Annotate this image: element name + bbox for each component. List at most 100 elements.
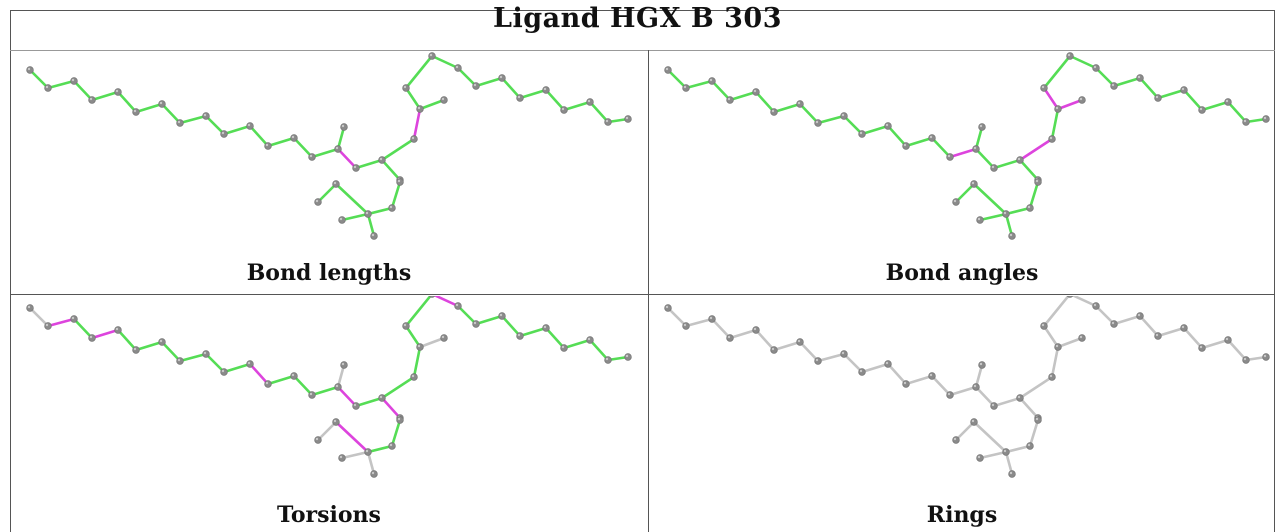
atom-highlight xyxy=(543,87,547,91)
atom-highlight xyxy=(903,381,907,385)
atom xyxy=(314,198,322,206)
bond xyxy=(974,147,996,170)
atom-highlight xyxy=(1035,179,1039,183)
atom xyxy=(560,344,568,352)
atom xyxy=(410,373,418,381)
atom xyxy=(378,156,386,164)
atom xyxy=(708,315,716,323)
atom-highlight xyxy=(1155,95,1159,99)
atom xyxy=(26,304,34,312)
atom xyxy=(114,88,122,96)
bond xyxy=(816,352,846,363)
atom xyxy=(1026,204,1034,212)
atom-highlight xyxy=(341,124,345,128)
atom xyxy=(308,391,316,399)
atom-highlight xyxy=(979,362,983,366)
atom xyxy=(1224,98,1232,106)
atom-highlight xyxy=(709,316,713,320)
bond xyxy=(292,136,314,159)
bond xyxy=(266,136,296,148)
atom-highlight xyxy=(133,109,137,113)
atom xyxy=(1136,312,1144,320)
atom xyxy=(114,326,122,334)
atom xyxy=(334,383,342,391)
atom-highlight xyxy=(333,181,337,185)
bond xyxy=(380,158,402,182)
atom xyxy=(416,105,424,113)
bond xyxy=(340,212,370,222)
atom xyxy=(1078,334,1086,342)
bond xyxy=(178,352,208,363)
bond xyxy=(1050,345,1060,379)
atom-highlight xyxy=(1243,357,1247,361)
atom xyxy=(624,115,632,123)
atom-highlight xyxy=(247,361,251,365)
bond xyxy=(500,314,522,338)
atom xyxy=(604,118,612,126)
atom-highlight xyxy=(977,455,981,459)
atom xyxy=(378,394,386,402)
atom-highlight xyxy=(1093,303,1097,307)
bond xyxy=(116,90,138,114)
bond xyxy=(518,326,548,338)
atom-highlight xyxy=(221,131,225,135)
atom-highlight xyxy=(379,157,383,161)
atom-highlight xyxy=(1263,116,1267,120)
atom xyxy=(682,322,690,330)
atom xyxy=(428,52,436,60)
atom-highlight xyxy=(683,85,687,89)
atom-highlight xyxy=(71,316,75,320)
bond xyxy=(160,340,182,363)
atom-highlight xyxy=(411,136,415,140)
bond xyxy=(316,420,338,442)
bond xyxy=(754,90,776,114)
bond xyxy=(404,296,433,328)
atom xyxy=(1136,74,1144,82)
atom xyxy=(88,96,96,104)
bond xyxy=(798,102,820,125)
bond xyxy=(90,328,120,340)
atom xyxy=(796,100,804,108)
atom xyxy=(220,130,228,138)
caption-torsions: Torsions xyxy=(277,502,381,528)
bond xyxy=(134,340,164,352)
atom xyxy=(264,380,272,388)
bond xyxy=(992,396,1022,408)
bond xyxy=(336,147,358,170)
atom-highlight xyxy=(365,211,369,215)
atom xyxy=(1092,64,1100,72)
atom xyxy=(1034,416,1042,424)
atom xyxy=(1008,470,1016,478)
atom-highlight xyxy=(709,78,713,82)
atom-highlight xyxy=(1041,323,1045,327)
bond xyxy=(886,124,908,148)
atom-highlight xyxy=(1055,344,1059,348)
atom xyxy=(972,145,980,153)
atom xyxy=(176,357,184,365)
bond xyxy=(954,182,976,204)
bond xyxy=(316,182,338,204)
atom-highlight xyxy=(499,75,503,79)
atom xyxy=(440,96,448,104)
atom xyxy=(388,204,396,212)
bond xyxy=(1138,76,1160,100)
atom xyxy=(314,436,322,444)
atom-highlight xyxy=(977,217,981,221)
atom-highlight xyxy=(247,123,251,127)
atom-highlight xyxy=(771,109,775,113)
atom-highlight xyxy=(1137,313,1141,317)
molecule-rings xyxy=(664,296,1270,478)
bond xyxy=(798,340,820,363)
atom xyxy=(928,134,936,142)
bond xyxy=(310,147,340,159)
figure-title: Ligand HGX B 303 xyxy=(492,3,783,34)
bond xyxy=(1156,326,1186,338)
atom-highlight xyxy=(1181,87,1185,91)
atom-highlight xyxy=(1027,443,1031,447)
atom-highlight xyxy=(309,154,313,158)
atom xyxy=(884,122,892,130)
atom-highlight xyxy=(339,455,343,459)
atom-highlight xyxy=(979,124,983,128)
atom xyxy=(388,442,396,450)
bond xyxy=(974,125,984,151)
